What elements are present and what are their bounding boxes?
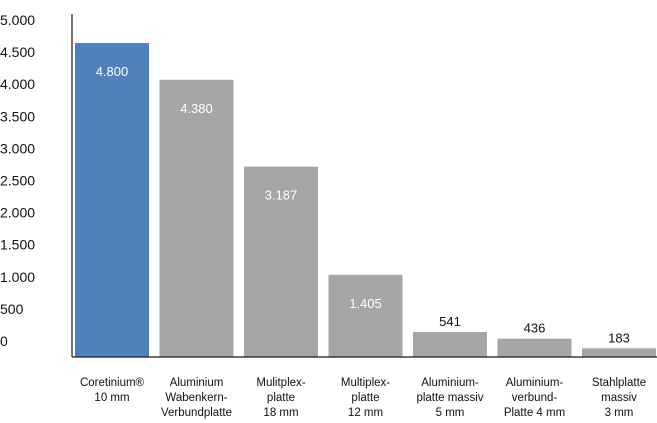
x-category-label: Platte 4 mm: [504, 407, 565, 419]
bar: [159, 79, 234, 357]
x-category-label: massiv: [601, 392, 637, 404]
x-category-label: 5 mm: [436, 407, 465, 419]
x-category-label: 3 mm: [605, 407, 634, 419]
x-category-label: Coretinium®: [80, 377, 145, 389]
x-category-label: Aluminium-: [506, 377, 564, 389]
y-tick-label: 4.500: [0, 44, 35, 60]
y-tick-label: 500: [0, 301, 24, 317]
x-category-label: platte: [351, 392, 379, 404]
x-category-label: Wabenkern-: [165, 392, 227, 404]
x-category-label: Multiplex-: [341, 377, 390, 389]
y-tick-label: 1.000: [0, 269, 35, 285]
x-category-label: 12 mm: [348, 407, 383, 419]
y-tick-label: 1.500: [0, 237, 35, 253]
bar: [582, 348, 656, 357]
data-label: 4.380: [180, 101, 213, 116]
x-category-label: 10 mm: [94, 392, 129, 404]
bar: [75, 43, 149, 357]
bar: [244, 166, 318, 357]
y-tick-label: 2.000: [0, 205, 35, 221]
x-category-label: Mulitplex-: [256, 377, 305, 389]
x-category-label: 18 mm: [263, 407, 298, 419]
data-label: 541: [439, 314, 461, 329]
x-category-label: platte: [267, 392, 295, 404]
y-tick-label: 5.000: [0, 12, 35, 28]
x-category-label: Aluminium: [170, 377, 224, 389]
y-tick-label: 4.000: [0, 76, 35, 92]
data-label: 3.187: [265, 188, 298, 203]
data-label: 4.800: [96, 64, 129, 79]
bar: [413, 331, 487, 357]
y-tick-label: 0: [0, 333, 8, 349]
x-category-label: Aluminium-: [421, 377, 479, 389]
data-label: 436: [524, 321, 546, 336]
y-tick-label: 3.500: [0, 108, 35, 124]
y-tick-label: 2.500: [0, 173, 35, 189]
data-label: 1.405: [349, 296, 382, 311]
x-category-label: Stahlplatte: [592, 377, 646, 389]
x-category-label: verbund-: [512, 392, 558, 404]
bar: [497, 338, 572, 357]
data-label: 183: [608, 330, 630, 345]
x-category-label: platte massiv: [416, 392, 483, 404]
bar: [328, 274, 403, 357]
x-category-label: Verbundplatte: [161, 407, 232, 419]
y-tick-label: 3.000: [0, 140, 35, 156]
